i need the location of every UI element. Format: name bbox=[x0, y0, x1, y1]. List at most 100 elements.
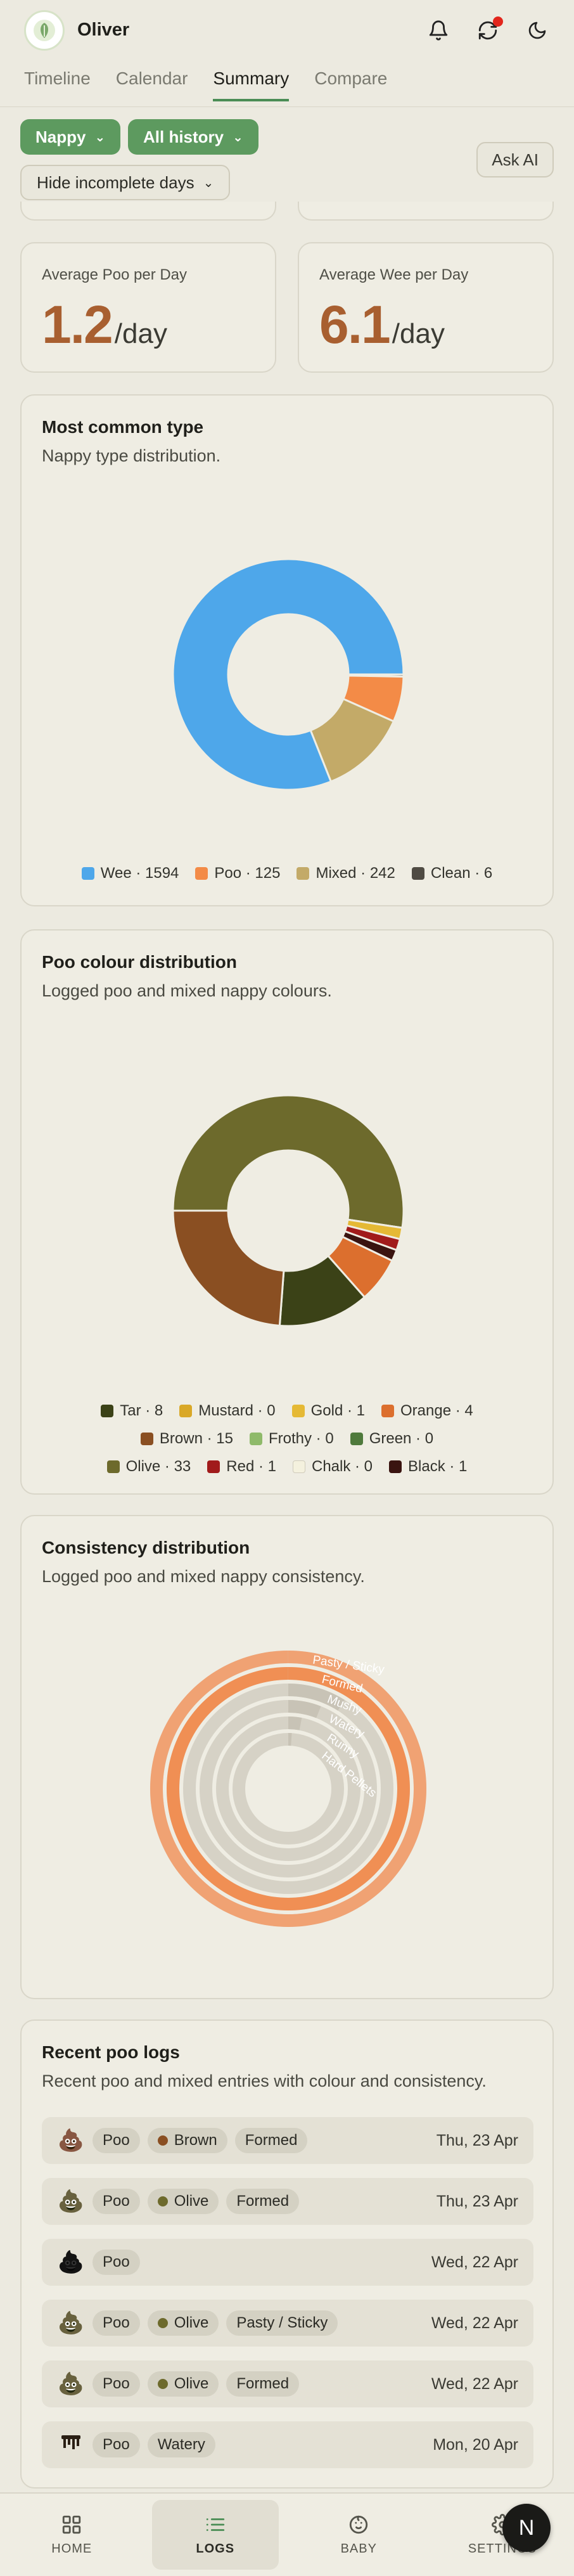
type-pill: Poo bbox=[92, 2310, 140, 2336]
colour-dot bbox=[157, 2196, 168, 2206]
range-filter-dropdown[interactable]: All history ⌄ bbox=[128, 119, 258, 155]
type-filter-dropdown[interactable]: Nappy ⌄ bbox=[20, 119, 121, 155]
tab-calendar[interactable]: Calendar bbox=[115, 68, 188, 88]
bell-icon[interactable] bbox=[426, 18, 451, 43]
log-date: Thu, 23 Apr bbox=[436, 2192, 518, 2210]
baby-name: Oliver bbox=[77, 20, 130, 40]
stat-unit: /day bbox=[114, 318, 167, 349]
log-row[interactable]: 💩 Poo Olive Formed Thu, 23 Apr bbox=[42, 2178, 533, 2225]
legend-swatch bbox=[140, 1433, 153, 1445]
colour-dot bbox=[157, 2379, 168, 2389]
card-subtitle: Nappy type distribution. bbox=[42, 446, 221, 465]
log-row[interactable]: 💩 Poo Brown Formed Thu, 23 Apr bbox=[42, 2117, 533, 2164]
nav-logs[interactable]: LOGS bbox=[151, 2500, 279, 2570]
legend-item-black: Black · 1 bbox=[389, 1458, 467, 1476]
stat-label: Average Wee per Day bbox=[319, 266, 469, 283]
poo-icon: 💩 bbox=[57, 2372, 85, 2396]
nappy-type-legend: Wee · 1594 Poo · 125 Mixed · 242 Clean ·… bbox=[22, 865, 552, 882]
log-date: Mon, 20 Apr bbox=[433, 2435, 518, 2454]
nav-baby[interactable]: BABY bbox=[295, 2500, 422, 2570]
legend-swatch bbox=[195, 867, 208, 880]
legend-item-clean: Clean · 6 bbox=[411, 865, 492, 882]
previous-stat-card bbox=[298, 202, 554, 221]
radial-bar-watery[interactable] bbox=[288, 1700, 321, 1718]
type-filter-label: Nappy bbox=[35, 127, 86, 146]
stat-unit: /day bbox=[392, 318, 445, 349]
bottom-navigation: HOME LOGS BABY SETTINGS bbox=[0, 2492, 574, 2576]
avg-wee-card: Average Wee per Day 6.1 /day bbox=[298, 242, 554, 373]
legend-swatch bbox=[297, 867, 310, 880]
baby-face-icon bbox=[350, 2515, 368, 2534]
stat-value: 1.2 bbox=[42, 295, 113, 354]
tab-timeline[interactable]: Timeline bbox=[24, 68, 91, 88]
type-pill: Poo bbox=[92, 2189, 140, 2214]
poo-icon: 💩 bbox=[57, 2189, 85, 2213]
radial-bar-mushy[interactable] bbox=[288, 1684, 345, 1711]
log-row[interactable]: 💩 Poo Wed, 22 Apr bbox=[42, 2239, 533, 2286]
nappy-type-donut-chart bbox=[172, 558, 405, 791]
poo-icon: 💩 bbox=[57, 2128, 85, 2153]
consistency-pill: Watery bbox=[147, 2432, 215, 2457]
tab-compare[interactable]: Compare bbox=[314, 68, 388, 88]
poo-icon: 💩 bbox=[57, 2311, 85, 2335]
consistency-pill: Formed bbox=[226, 2371, 300, 2397]
moon-icon[interactable] bbox=[525, 18, 550, 43]
ask-ai-button[interactable]: Ask AI bbox=[476, 142, 554, 177]
card-subtitle: Logged poo and mixed nappy colours. bbox=[42, 981, 332, 1000]
top-bar: Oliver bbox=[0, 0, 574, 60]
card-title: Recent poo logs bbox=[42, 2042, 180, 2062]
log-date: Wed, 22 Apr bbox=[431, 2374, 518, 2393]
colour-pill: Brown bbox=[147, 2128, 227, 2153]
tab-summary[interactable]: Summary bbox=[213, 68, 290, 101]
legend-item-olive: Olive · 33 bbox=[106, 1458, 191, 1476]
tabs-divider bbox=[0, 106, 574, 107]
profile-fab-button[interactable]: N bbox=[502, 2504, 551, 2552]
legend-item-frothy: Frothy · 0 bbox=[249, 1430, 334, 1448]
card-title: Consistency distribution bbox=[42, 1538, 250, 1557]
type-pill: Poo bbox=[92, 2250, 140, 2275]
list-icon bbox=[206, 2518, 224, 2531]
consistency-pill: Pasty / Sticky bbox=[226, 2310, 338, 2336]
donut-slice-brown[interactable] bbox=[172, 1209, 285, 1327]
chevron-down-icon: ⌄ bbox=[203, 176, 214, 190]
consistency-pill: Formed bbox=[234, 2128, 308, 2153]
chevron-down-icon: ⌄ bbox=[233, 130, 243, 145]
poo-colour-legend: Tar · 8 Mustard · 0 Gold · 1 Orange · 4 … bbox=[22, 1402, 552, 1476]
sync-icon[interactable] bbox=[475, 16, 503, 43]
colour-pill: Olive bbox=[147, 2189, 219, 2214]
colour-pill: Olive bbox=[147, 2371, 219, 2397]
legend-item-mustard: Mustard · 0 bbox=[179, 1402, 276, 1420]
donut-slice-wee[interactable] bbox=[172, 558, 405, 791]
poo-icon: 💩 bbox=[57, 2250, 85, 2274]
radial-bar-runny[interactable] bbox=[288, 1716, 302, 1730]
legend-item-green: Green · 0 bbox=[350, 1430, 433, 1448]
incomplete-days-dropdown[interactable]: Hide incomplete days ⌄ bbox=[20, 165, 231, 200]
log-row[interactable]: 💩 Poo Olive Pasty / Sticky Wed, 22 Apr bbox=[42, 2300, 533, 2347]
legend-item-red: Red · 1 bbox=[207, 1458, 276, 1476]
legend-item-orange: Orange · 4 bbox=[381, 1402, 473, 1420]
legend-swatch bbox=[179, 1405, 193, 1417]
nav-home[interactable]: HOME bbox=[8, 2500, 135, 2570]
card-subtitle: Logged poo and mixed nappy consistency. bbox=[42, 1567, 365, 1586]
log-row[interactable]: Poo Watery Mon, 20 Apr bbox=[42, 2421, 533, 2468]
type-pill: Poo bbox=[92, 2432, 140, 2457]
watery-poo-icon bbox=[57, 2433, 85, 2457]
legend-item-wee: Wee · 1594 bbox=[81, 865, 179, 882]
nav-label: HOME bbox=[51, 2541, 92, 2556]
range-filter-label: All history bbox=[143, 127, 224, 146]
baby-avatar[interactable] bbox=[24, 10, 65, 51]
colour-dot bbox=[157, 2135, 168, 2146]
log-row[interactable]: 💩 Poo Olive Formed Wed, 22 Apr bbox=[42, 2360, 533, 2407]
legend-swatch bbox=[381, 1405, 395, 1417]
radial-bar-hard-pellets[interactable] bbox=[288, 1733, 292, 1746]
legend-swatch bbox=[249, 1433, 262, 1445]
donut-slice-olive[interactable] bbox=[172, 1094, 405, 1229]
notification-dot bbox=[493, 16, 503, 27]
view-tabs: Timeline Calendar Summary Compare bbox=[24, 68, 387, 101]
card-subtitle: Recent poo and mixed entries with colour… bbox=[42, 2071, 487, 2090]
incomplete-days-label: Hide incomplete days bbox=[37, 172, 195, 192]
legend-swatch bbox=[81, 867, 94, 880]
colour-pill: Olive bbox=[147, 2310, 219, 2336]
legend-swatch bbox=[106, 1460, 120, 1473]
poo-colour-donut-chart bbox=[172, 1094, 405, 1327]
